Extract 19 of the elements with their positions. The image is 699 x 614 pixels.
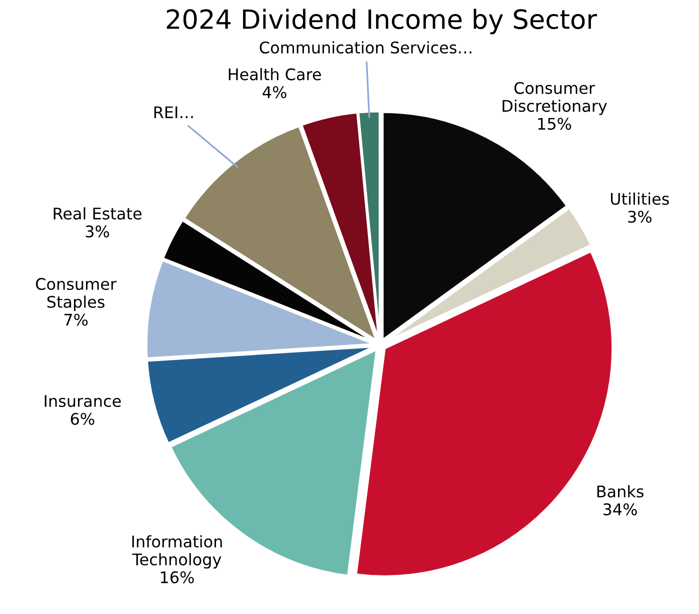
- data-label: 3%: [86, 225, 110, 238]
- data-label: 34%: [604, 503, 637, 516]
- slice-label: Consumer Discretionary: [502, 82, 607, 116]
- slice-label: Consumer Staples: [36, 278, 117, 311]
- data-label: 4%: [262, 86, 286, 98]
- slice-label: REI…: [154, 106, 193, 118]
- slice-label: Communication Services…: [260, 41, 472, 54]
- data-label: 3%: [628, 210, 652, 223]
- data-label: 7%: [64, 314, 88, 326]
- slice-label: Banks: [597, 485, 644, 498]
- chart-title: 2024 Dividend Income by Sector: [166, 8, 597, 34]
- slice-label: Real Estate: [54, 207, 142, 220]
- slice-label: Health Care: [228, 68, 321, 80]
- data-label: 16%: [160, 571, 194, 584]
- slice-label: Utilities: [611, 192, 669, 205]
- slice-label: Information Technology: [132, 535, 222, 569]
- data-label: 6%: [70, 412, 94, 425]
- data-label: 15%: [538, 118, 572, 130]
- slice-label: Insurance: [44, 395, 121, 408]
